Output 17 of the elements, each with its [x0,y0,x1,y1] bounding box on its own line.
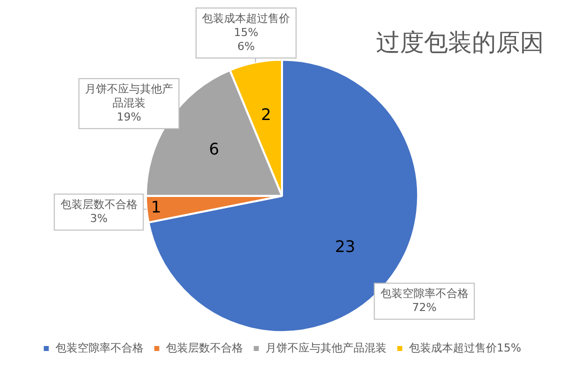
legend-label: 包装成本超过售价15% [408,341,522,354]
slice-label: 包装空隙率不合格 [380,287,468,300]
text: 过度包装的原因 [376,28,544,57]
slice-label: 月饼不应与其他产品混装 [84,82,173,110]
text: 6% [237,40,255,53]
data-label: 6 [209,140,220,159]
slice-label: 包装层数不合格 [60,198,138,212]
data-label: 1 [150,197,162,216]
text: 72% [412,301,437,314]
data-label: 23 [334,236,356,256]
text: 19% [116,110,142,124]
slice-label: 包装成本超过售价15% [202,12,290,39]
legend-label: 月饼不应与其他产品混装 [265,341,386,354]
legend-label: 包装层数不合格 [166,341,243,354]
data-label: 2 [260,104,272,124]
legend-label: 包装空隙率不合格 [55,341,144,354]
text: 3% [90,212,108,226]
